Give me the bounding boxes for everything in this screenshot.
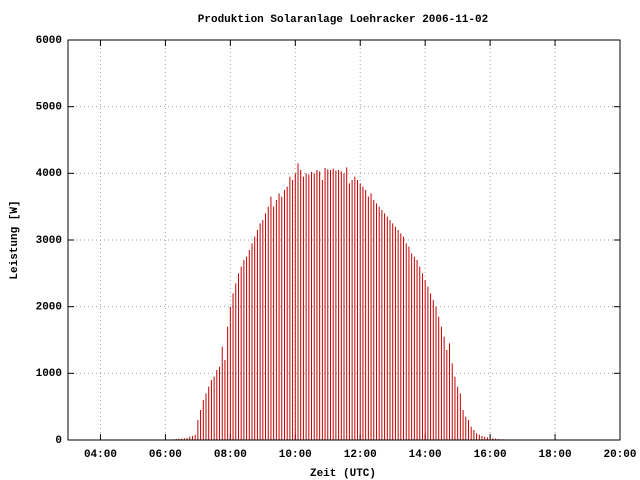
x-tick-label: 16:00	[474, 449, 507, 461]
y-tick-label: 3000	[36, 235, 62, 247]
x-tick-label: 18:00	[539, 449, 572, 461]
x-tick-label: 04:00	[84, 449, 117, 461]
y-tick-label: 2000	[36, 302, 62, 314]
y-axis-label: Leistung [W]	[9, 200, 21, 279]
y-tick-label: 4000	[36, 168, 62, 180]
y-tick-label: 0	[55, 435, 62, 447]
x-tick-label: 12:00	[344, 449, 377, 461]
chart-title: Produktion Solaranlage Loehracker 2006-1…	[198, 14, 488, 26]
y-tick-label: 1000	[36, 368, 62, 380]
x-tick-label: 20:00	[603, 449, 636, 461]
x-axis-label: Zeit (UTC)	[310, 468, 376, 480]
x-tick-label: 10:00	[279, 449, 312, 461]
y-tick-label: 5000	[36, 102, 62, 114]
x-tick-label: 06:00	[149, 449, 182, 461]
x-tick-label: 08:00	[214, 449, 247, 461]
y-tick-label: 6000	[36, 35, 62, 47]
x-tick-label: 14:00	[409, 449, 442, 461]
plot-frame	[67, 39, 621, 441]
